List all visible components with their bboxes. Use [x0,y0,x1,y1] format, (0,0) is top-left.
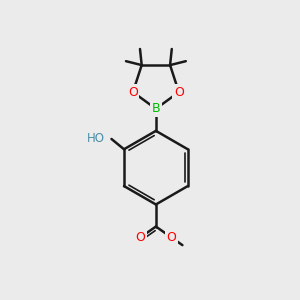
Text: O: O [167,231,176,244]
Text: O: O [174,85,184,99]
Text: O: O [128,85,138,99]
Text: O: O [135,231,145,244]
Text: B: B [152,102,160,115]
Text: HO: HO [87,133,105,146]
